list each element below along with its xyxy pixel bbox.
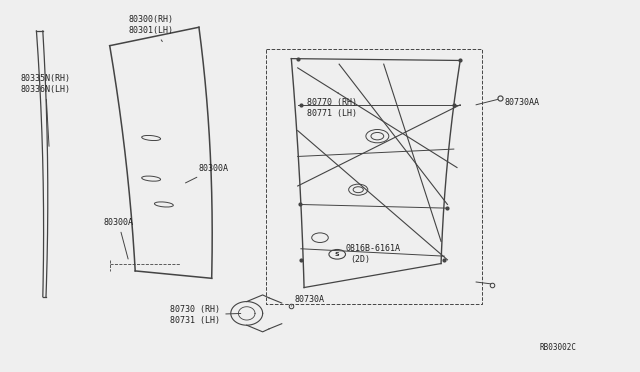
Text: (2D): (2D) [351, 255, 371, 264]
Text: RB03002C: RB03002C [540, 343, 577, 352]
Text: 80300A: 80300A [103, 218, 133, 259]
Text: 80335N(RH)
80336N(LH): 80335N(RH) 80336N(LH) [20, 74, 70, 146]
Text: S: S [335, 252, 339, 257]
Text: 80730A: 80730A [291, 295, 324, 306]
Text: 0816B-6161A: 0816B-6161A [346, 244, 401, 253]
Text: 80300(RH)
80301(LH): 80300(RH) 80301(LH) [129, 15, 174, 42]
Text: 80730 (RH)
80731 (LH): 80730 (RH) 80731 (LH) [170, 305, 241, 325]
Text: 80300A: 80300A [186, 164, 229, 183]
Text: 80770 (RH)
80771 (LH): 80770 (RH) 80771 (LH) [307, 93, 357, 118]
Text: 80730AA: 80730AA [505, 98, 540, 107]
